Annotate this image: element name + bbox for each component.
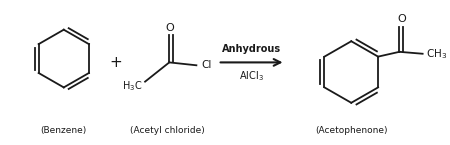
Text: H$_3$C: H$_3$C xyxy=(122,80,143,93)
Text: CH$_3$: CH$_3$ xyxy=(426,47,447,61)
Text: O: O xyxy=(397,14,406,24)
Text: (Benzene): (Benzene) xyxy=(40,126,87,135)
Text: Anhydrous: Anhydrous xyxy=(222,44,281,54)
Text: +: + xyxy=(110,55,122,70)
Text: Cl: Cl xyxy=(201,60,211,70)
Text: (Acetophenone): (Acetophenone) xyxy=(315,126,387,135)
Text: AlCl$_3$: AlCl$_3$ xyxy=(239,69,264,83)
Text: (Acetyl chloride): (Acetyl chloride) xyxy=(130,126,205,135)
Text: O: O xyxy=(166,23,175,33)
